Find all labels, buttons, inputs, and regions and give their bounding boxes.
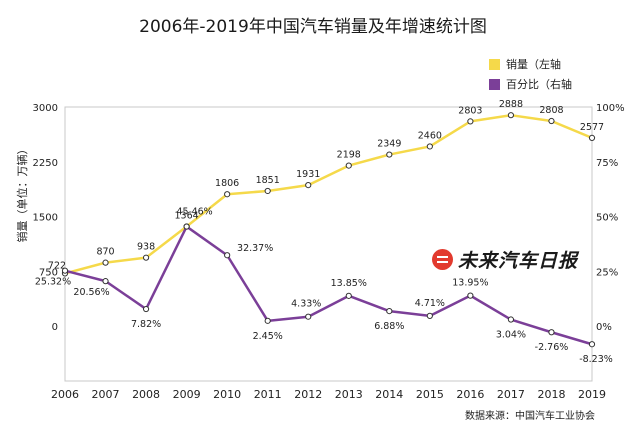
data-point-sales xyxy=(548,117,555,125)
y-left-tick-label: 0 xyxy=(52,322,58,333)
data-label-percent: 4.33% xyxy=(291,299,321,310)
data-label-percent: 13.85% xyxy=(331,278,367,289)
x-tick-label: 2012 xyxy=(294,388,322,401)
x-tick-label: 2008 xyxy=(132,388,160,401)
data-point-percent xyxy=(386,308,393,315)
data-label-sales: 2577 xyxy=(580,122,604,133)
data-point-sales xyxy=(386,151,393,158)
data-label-sales: 2349 xyxy=(377,139,401,150)
legend-swatch-percent xyxy=(489,78,500,90)
data-point-sales xyxy=(588,134,596,142)
data-label-percent: -2.76% xyxy=(535,342,569,353)
legend-swatch-sales xyxy=(489,58,500,70)
data-point-sales xyxy=(426,143,433,150)
data-point-percent xyxy=(183,223,190,230)
x-tick-label: 2019 xyxy=(578,388,606,401)
series-line-percent xyxy=(64,225,593,346)
y-right-tick-label: 75% xyxy=(596,158,618,169)
y-left-tick-label: 2250 xyxy=(33,158,58,169)
data-label-percent: 13.95% xyxy=(452,278,488,289)
data-label-sales: 1851 xyxy=(256,175,280,186)
legend-item-sales: 销量（左轴 xyxy=(489,54,572,74)
x-tick-label: 2013 xyxy=(335,388,363,401)
watermark: 未来汽车日报 xyxy=(432,246,578,273)
data-label-percent: 3.04% xyxy=(496,330,526,341)
legend: 销量（左轴 百分比（右轴 xyxy=(489,54,572,94)
data-point-percent xyxy=(467,292,474,299)
data-label-sales: 938 xyxy=(137,242,155,253)
y-right-tick-label: 50% xyxy=(596,213,618,224)
data-label-percent: 6.88% xyxy=(374,321,404,332)
plot-area xyxy=(64,106,593,382)
data-point-sales xyxy=(507,112,515,119)
data-label-sales: 2198 xyxy=(337,150,361,161)
x-tick-label: 2009 xyxy=(173,388,201,401)
chart-title: 2006年-2019年中国汽车销量及年增速统计图 xyxy=(139,17,487,37)
data-point-percent xyxy=(61,267,69,274)
legend-item-percent: 百分比（右轴 xyxy=(489,74,572,94)
data-point-percent xyxy=(548,329,555,336)
x-tick-label: 2006 xyxy=(51,388,79,401)
data-label-sales: 2808 xyxy=(539,105,563,116)
data-label-sales: 1806 xyxy=(215,178,239,189)
data-label-percent: 20.56% xyxy=(73,287,109,298)
data-point-sales xyxy=(345,162,352,169)
x-tick-label: 2016 xyxy=(456,388,484,401)
data-point-percent xyxy=(102,278,109,285)
data-label-percent: -8.23% xyxy=(579,354,613,365)
legend-label-percent: 百分比（右轴 xyxy=(506,78,572,91)
x-tick-label: 2010 xyxy=(213,388,241,401)
watermark-text: 未来汽车日报 xyxy=(458,250,579,272)
data-label-percent: 25.32% xyxy=(35,277,71,288)
data-label-sales: 1364 xyxy=(175,211,199,222)
watermark-logo-icon xyxy=(432,249,453,270)
data-point-percent xyxy=(426,312,433,319)
data-point-sales xyxy=(142,254,150,261)
y-left-axis-label: 销量（单位：万辆） xyxy=(16,143,29,243)
data-point-percent xyxy=(507,316,515,323)
x-tick-label: 2017 xyxy=(497,388,525,401)
data-point-sales xyxy=(467,118,474,125)
y-left-tick-label: 750 xyxy=(39,267,58,278)
data-point-percent xyxy=(224,252,231,259)
y-right-tick-label: 0% xyxy=(596,322,612,333)
y-left-tick-label: 3000 xyxy=(33,103,58,114)
x-tick-label: 2015 xyxy=(416,388,444,401)
data-point-percent xyxy=(345,292,352,299)
data-point-percent xyxy=(264,317,271,324)
series-line-sales xyxy=(64,113,593,275)
data-point-sales xyxy=(264,187,271,195)
x-tick-label: 2014 xyxy=(375,388,403,401)
data-point-sales xyxy=(305,182,312,189)
data-label-sales: 722 xyxy=(48,260,66,271)
data-label-sales: 870 xyxy=(96,247,114,258)
x-tick-label: 2018 xyxy=(537,388,565,401)
data-label-sales: 2888 xyxy=(499,99,523,110)
x-tick-label: 2007 xyxy=(92,388,120,401)
source-note: 数据来源：中国汽车工业协会 xyxy=(465,411,595,422)
data-label-sales: 2803 xyxy=(458,105,482,116)
y-right-tick-label: 100% xyxy=(596,103,625,114)
y-right-tick-label: 25% xyxy=(596,267,618,278)
data-point-percent xyxy=(305,313,312,320)
y-left-tick-label: 1500 xyxy=(33,213,58,224)
data-label-percent: 32.37% xyxy=(237,243,273,254)
data-point-percent xyxy=(142,305,150,313)
data-label-percent: 45.46% xyxy=(176,207,212,218)
data-point-percent xyxy=(588,341,596,348)
data-point-sales xyxy=(102,259,109,266)
data-label-percent: 4.71% xyxy=(415,298,445,309)
data-label-sales: 2460 xyxy=(418,130,442,141)
data-label-sales: 1931 xyxy=(296,169,320,180)
data-point-sales xyxy=(224,191,231,198)
data-label-percent: 7.82% xyxy=(131,319,161,330)
x-tick-label: 2011 xyxy=(254,388,282,401)
data-label-percent: 2.45% xyxy=(253,331,283,342)
legend-label-sales: 销量（左轴 xyxy=(506,58,561,71)
